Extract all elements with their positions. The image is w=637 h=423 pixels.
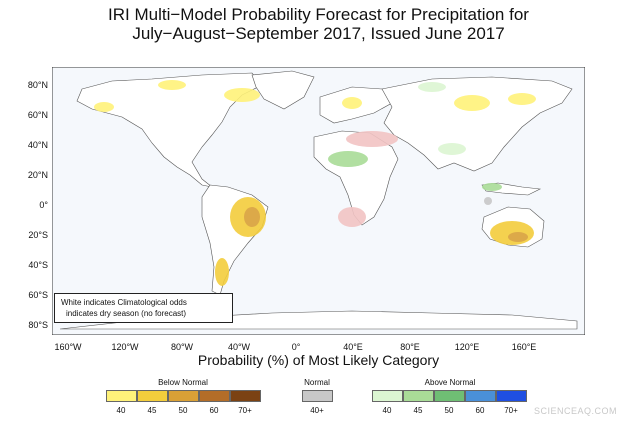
below-normal-tick: 45 xyxy=(147,406,157,415)
above-normal-swatch xyxy=(496,390,527,402)
latitude-label: 20°N xyxy=(27,170,48,180)
normal-colorbar xyxy=(302,389,333,402)
longitude-label: 40°E xyxy=(343,342,363,352)
above-normal-tick: 60 xyxy=(475,406,485,415)
probability-axis-title: Probability (%) of Most Likely Category xyxy=(197,352,440,368)
map-note: White indicates Climatological odds indi… xyxy=(54,293,233,323)
below-normal-tick: 50 xyxy=(178,406,188,415)
longitude-label: 0° xyxy=(291,342,301,352)
latitude-label: 40°N xyxy=(27,140,48,150)
longitude-label: 40°W xyxy=(227,342,251,352)
below-normal-swatch xyxy=(199,390,230,402)
normal-swatch xyxy=(302,390,333,402)
north-america xyxy=(76,72,263,188)
below-normal-swatch xyxy=(168,390,199,402)
above-normal-tick: 40 xyxy=(382,406,392,415)
above-normal-swatch xyxy=(434,390,465,402)
title-line-2: July−August−September 2017, Issued June … xyxy=(132,24,505,43)
longitude-label: 120°W xyxy=(111,342,139,352)
normal-title: Normal xyxy=(304,378,330,387)
below-normal-colorbar xyxy=(106,389,261,402)
normal-tick: 40+ xyxy=(310,406,324,415)
below-normal-swatch xyxy=(230,390,261,402)
latitude-label: 60°N xyxy=(27,110,48,120)
below-normal-tick: 60 xyxy=(209,406,219,415)
latitude-label: 0° xyxy=(39,200,48,210)
latitude-label: 80°S xyxy=(28,320,48,330)
above-normal-tick: 45 xyxy=(413,406,423,415)
forecast-shading xyxy=(94,80,536,286)
below-normal-tick: 40 xyxy=(116,406,126,415)
longitude-label: 160°E xyxy=(511,342,537,352)
world-map xyxy=(52,67,585,335)
above-normal-swatch xyxy=(403,390,434,402)
latitude-label: 80°N xyxy=(27,80,48,90)
above-normal-title: Above Normal xyxy=(424,378,476,387)
longitude-label: 80°W xyxy=(170,342,194,352)
above-normal-tick: 50 xyxy=(444,406,454,415)
note-line-1: White indicates Climatological odds xyxy=(61,298,187,307)
title-line-1: IRI Multi−Model Probability Forecast for… xyxy=(108,5,529,24)
latitude-label: 60°S xyxy=(28,290,48,300)
below-normal-title: Below Normal xyxy=(158,378,208,387)
above-normal-tick: 70+ xyxy=(504,406,518,415)
latitude-label: 20°S xyxy=(28,230,48,240)
above-normal-colorbar xyxy=(372,389,527,402)
below-normal-swatch xyxy=(137,390,168,402)
latitude-label: 40°S xyxy=(28,260,48,270)
greenland xyxy=(251,70,315,110)
above-normal-swatch xyxy=(465,390,496,402)
longitude-label: 120°E xyxy=(454,342,480,352)
above-normal-swatch xyxy=(372,390,403,402)
watermark: SCIENCEAQ.COM xyxy=(534,406,618,416)
longitude-label: 160°W xyxy=(54,342,82,352)
below-normal-tick: 70+ xyxy=(238,406,252,415)
below-normal-swatch xyxy=(106,390,137,402)
longitude-label: 80°E xyxy=(400,342,420,352)
note-line-2: indicates dry season (no forecast) xyxy=(66,309,187,318)
